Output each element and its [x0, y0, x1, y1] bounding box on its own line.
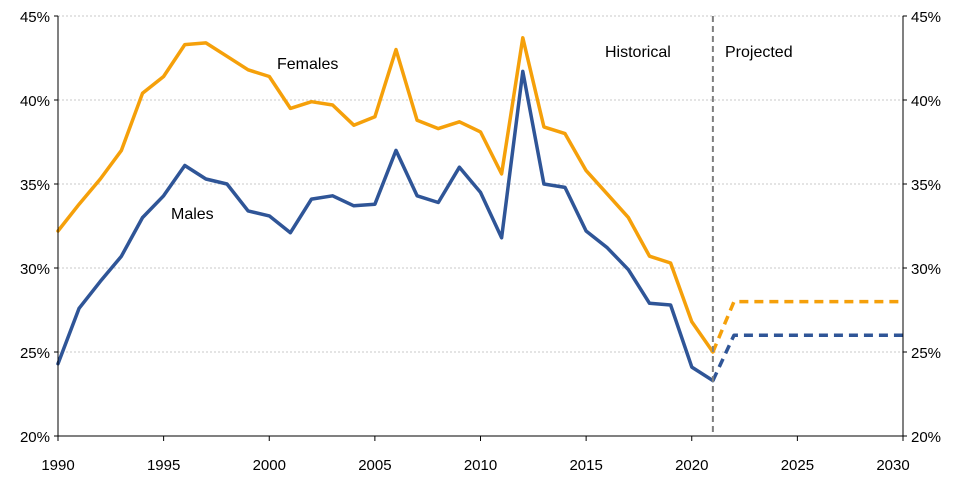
x-tick-label: 1990	[41, 457, 74, 474]
x-tick-label: 2015	[569, 457, 602, 474]
y-tick-left-label: 45%	[20, 9, 50, 26]
y-tick-right-label: 25%	[911, 345, 941, 362]
axes	[57, 16, 904, 437]
series-lines	[56, 36, 903, 383]
annotations: Historical Projected Females Males	[171, 44, 793, 223]
females-dashed-line	[711, 299, 903, 353]
y-tick-right-label: 30%	[911, 261, 941, 278]
x-tick-label: 1995	[147, 457, 180, 474]
y-tick-left-label: 30%	[20, 261, 50, 278]
x-tick-label: 2025	[781, 457, 814, 474]
y-tick-right-label: 45%	[911, 9, 941, 26]
x-tick-label: 2030	[876, 457, 909, 474]
projected-label: Projected	[725, 44, 793, 61]
historical-label: Historical	[605, 44, 671, 61]
y-tick-right-label: 40%	[911, 93, 941, 110]
x-tick-label: 2010	[464, 457, 497, 474]
y-tick-right-label: 35%	[911, 177, 941, 194]
x-tick-label: 2005	[358, 457, 391, 474]
y-tick-right-label: 20%	[911, 429, 941, 446]
y-axis-left-ticks: 20% 25% 30% 35% 40% 45%	[20, 9, 58, 446]
y-axis-right-ticks: 20% 25% 30% 35% 40% 45%	[903, 9, 941, 446]
y-tick-left-label: 40%	[20, 93, 50, 110]
gridlines	[58, 15, 903, 353]
x-tick-label: 2020	[675, 457, 708, 474]
y-tick-left-label: 25%	[20, 345, 50, 362]
y-tick-left-label: 35%	[20, 177, 50, 194]
females-solid-line	[56, 36, 715, 354]
males-dashed-line	[711, 333, 903, 382]
males-label: Males	[171, 206, 214, 223]
x-axis-ticks: 1990 1995 2000 2005 2010 2015 2020 2025 2030	[41, 436, 910, 474]
males-solid-line	[56, 69, 715, 383]
females-label: Females	[277, 56, 338, 73]
y-tick-left-label: 20%	[20, 429, 50, 446]
x-tick-label: 2000	[253, 457, 286, 474]
